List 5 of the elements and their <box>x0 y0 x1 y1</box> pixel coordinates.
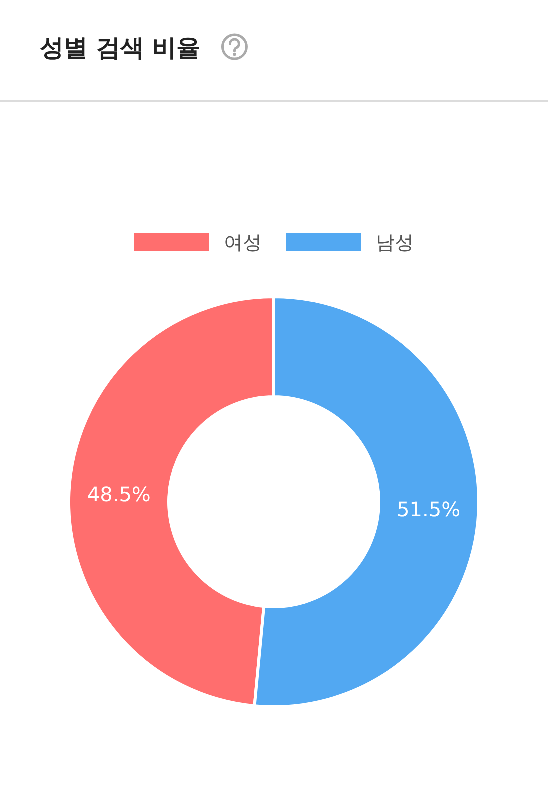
data-label: 51.5% <box>397 497 461 522</box>
chart-title: 성별 검색 비율 <box>40 34 201 62</box>
legend-label: 남성 <box>376 232 414 254</box>
legend-label: 여성 <box>224 232 262 254</box>
data-label: 48.5% <box>87 482 151 507</box>
